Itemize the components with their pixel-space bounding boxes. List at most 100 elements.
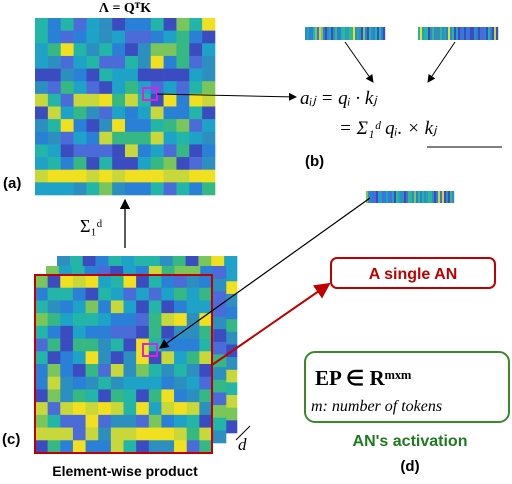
heat-cell [161,414,175,428]
heat-cell [213,379,227,393]
heat-cell [224,256,238,269]
heat-cell [35,81,49,95]
heat-cell [98,300,112,314]
heat-cell [60,287,74,301]
heat-cell [35,144,49,158]
heat-cell [174,351,188,365]
heat-cell [148,376,162,390]
heat-cell [163,106,177,120]
heat-cell [176,43,190,57]
bar-stripe [388,191,391,203]
heat-cell [86,81,100,95]
bar-stripe [394,191,397,203]
heat-cell [174,389,188,403]
bar-stripe [434,27,437,40]
bar-stripe [327,27,330,40]
heat-cell [47,144,62,158]
heat-cell [150,30,164,44]
bar-stripe [440,27,443,40]
heat-cell [112,30,126,44]
heat-cell [136,325,150,339]
vector-bars [305,27,499,203]
heat-cell [35,338,48,352]
heat-cell [112,55,126,69]
bar-stripe [307,27,310,40]
heat-cell [112,18,126,31]
bar-stripe [438,27,441,40]
heat-cell [72,402,86,416]
heat-cell [99,68,113,82]
heat-cell [98,440,112,454]
heat-cell [47,157,62,171]
heat-cell [112,182,126,196]
heat-cell [86,18,100,31]
panel-d-label: (d) [400,458,419,475]
heat-cell [47,376,61,390]
heat-cell [47,427,61,441]
bar-stripe [370,191,373,203]
bar-stripe [448,191,451,203]
heat-cell [224,369,238,383]
heat-cell [174,440,188,454]
heat-cell [86,169,100,183]
heat-cell [85,364,99,378]
panel-c-label: (c) [2,431,20,448]
heat-cell [176,144,190,158]
bar-stripe [414,191,417,203]
heat-cell [199,300,213,314]
bar-stripe [418,191,421,203]
bar-stripe [379,27,382,40]
heat-cell [176,30,190,44]
bar-stripe [428,191,431,203]
heat-cell [199,351,213,365]
heat-cell [136,414,150,428]
bar-stripe [378,191,381,203]
heat-cell [161,364,175,378]
heat-cell [98,376,112,390]
heat-cell [189,157,203,171]
bar-stripe [440,191,443,203]
callout-arrow [211,282,331,366]
heat-cell [176,119,190,133]
depth-label: d [238,435,247,454]
heat-cell [110,287,124,301]
heat-cell [163,169,177,183]
heat-cell [72,338,86,352]
heat-cell [148,414,162,428]
heat-cell [161,313,175,327]
bar-stripe [474,27,477,40]
heat-cell [202,30,216,44]
heat-cell [110,313,124,327]
heat-cell [186,338,200,352]
bar-stripe [406,191,409,203]
heat-cell [224,357,238,371]
heat-cell [186,364,200,378]
heat-cell [186,325,200,339]
heat-cell [47,313,61,327]
heat-cell [35,402,48,416]
bar-stripe [372,191,375,203]
bar-stripe [426,191,429,203]
heat-cell [199,427,213,441]
heat-cell [98,313,112,327]
bar-stripe [337,27,340,40]
heat-cell [202,81,216,95]
bar-stripe [428,27,431,40]
heat-cell [123,300,137,314]
heat-cell [189,182,203,196]
heat-cell [176,18,190,31]
heat-cell [108,256,122,269]
bar-stripe [392,191,395,203]
heat-cell [161,427,175,441]
heat-cell [174,287,188,301]
bar-stripe [444,27,447,40]
heat-cell [35,427,48,441]
bar-stripe [456,27,459,40]
bar-stripe [341,27,344,40]
heat-cell [73,182,87,196]
heat-cell [213,316,227,330]
heat-cell [98,402,112,416]
panel-a-title: Λ = QᵀK [99,1,151,16]
heat-cell [186,376,200,390]
heat-cell [60,325,74,339]
